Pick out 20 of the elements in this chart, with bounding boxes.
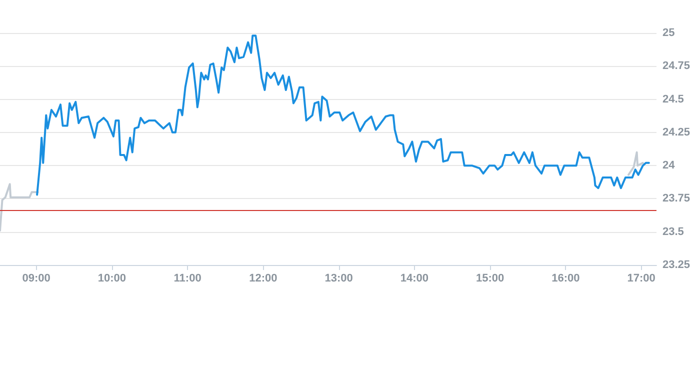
y-tick-label: 23.25 [662, 259, 690, 271]
x-tick-label: 10:00 [98, 272, 126, 284]
x-tick-label: 15:00 [476, 272, 504, 284]
y-tick-label: 24.5 [662, 93, 684, 106]
y-tick-label: 24.75 [662, 60, 690, 72]
y-tick-label: 24.25 [662, 126, 690, 138]
line-series [36, 34, 650, 196]
x-tick-label: 14:00 [400, 272, 429, 284]
x-tick-label: 16:00 [552, 272, 580, 284]
y-tick-label: 23.5 [662, 226, 684, 238]
y-tick-label: 25 [662, 27, 675, 39]
line-series [627, 151, 644, 176]
line-series [0, 183, 39, 232]
x-tick-label: 09:00 [22, 272, 50, 284]
y-tick-label: 24 [662, 160, 676, 172]
x-tick-label: 17:00 [627, 272, 656, 284]
y-tick-label: 23.75 [662, 192, 690, 205]
x-tick-label: 13:00 [324, 272, 353, 284]
x-tick-label: 11:00 [174, 272, 202, 284]
x-tick-label: 12:00 [249, 272, 278, 284]
